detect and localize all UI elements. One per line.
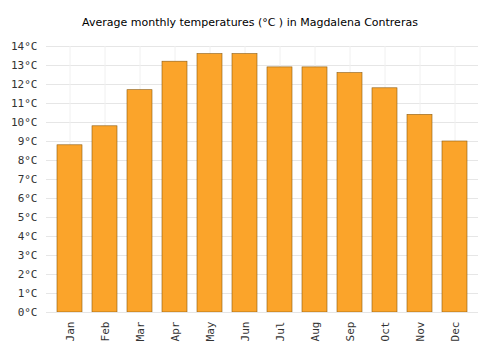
svg-text:7°C: 7°C (18, 173, 38, 186)
svg-text:Jun: Jun (239, 322, 252, 342)
svg-text:Nov: Nov (414, 321, 427, 341)
svg-text:9°C: 9°C (18, 135, 38, 148)
svg-text:Dec: Dec (449, 322, 462, 342)
svg-text:Sep: Sep (344, 322, 357, 342)
svg-text:2°C: 2°C (18, 268, 38, 281)
svg-text:13°C: 13°C (11, 59, 38, 72)
svg-text:Jul: Jul (274, 322, 287, 342)
svg-text:Oct: Oct (379, 322, 392, 342)
svg-text:Feb: Feb (99, 322, 112, 342)
svg-text:5°C: 5°C (18, 211, 38, 224)
svg-text:4°C: 4°C (18, 230, 38, 243)
svg-text:May: May (204, 321, 217, 341)
svg-text:Aug: Aug (309, 322, 322, 342)
svg-text:14°C: 14°C (11, 40, 38, 53)
svg-text:1°C: 1°C (18, 287, 38, 300)
svg-text:Apr: Apr (169, 321, 182, 341)
svg-text:8°C: 8°C (18, 154, 38, 167)
svg-text:12°C: 12°C (11, 78, 38, 91)
svg-text:Mar: Mar (134, 321, 147, 341)
svg-text:3°C: 3°C (18, 249, 38, 262)
svg-text:10°C: 10°C (11, 116, 38, 129)
svg-text:11°C: 11°C (11, 97, 38, 110)
svg-text:Jan: Jan (64, 322, 77, 342)
svg-text:0°C: 0°C (18, 306, 38, 319)
html-text:Average monthly temperatures (: Average monthly temperatures (°C ) in Ma… (82, 16, 418, 29)
svg-text:6°C: 6°C (18, 192, 38, 205)
